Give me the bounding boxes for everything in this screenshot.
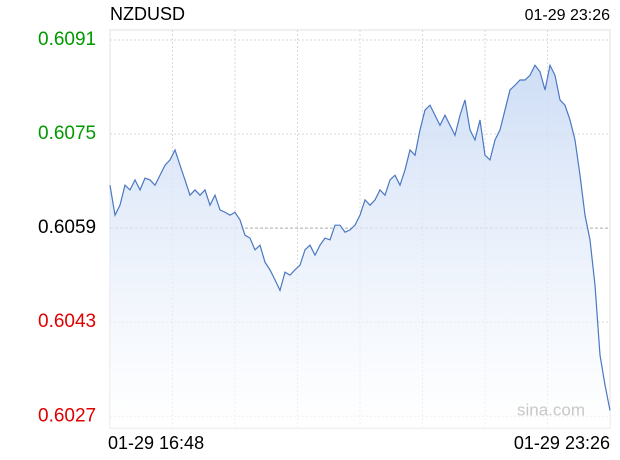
timestamp: 01-29 23:26 bbox=[525, 7, 611, 24]
x-tick-label: 01-29 23:26 bbox=[514, 433, 610, 453]
watermark: sina.com bbox=[517, 400, 585, 419]
y-tick-label: 0.6075 bbox=[38, 123, 96, 144]
plot bbox=[109, 63, 611, 429]
y-tick-label: 0.6059 bbox=[38, 217, 96, 238]
chart-title: NZDUSD bbox=[110, 4, 185, 24]
price-line bbox=[109, 63, 611, 411]
y-tick-label: 0.6043 bbox=[38, 311, 96, 332]
y-tick-label: 0.6091 bbox=[38, 29, 96, 50]
y-tick-label: 0.6027 bbox=[38, 405, 96, 426]
labels: 0.6091 0.6075 0.6059 0.6043 0.6027 01-29 16:4… bbox=[38, 29, 610, 453]
x-tick-label: 01-29 16:48 bbox=[108, 433, 204, 453]
